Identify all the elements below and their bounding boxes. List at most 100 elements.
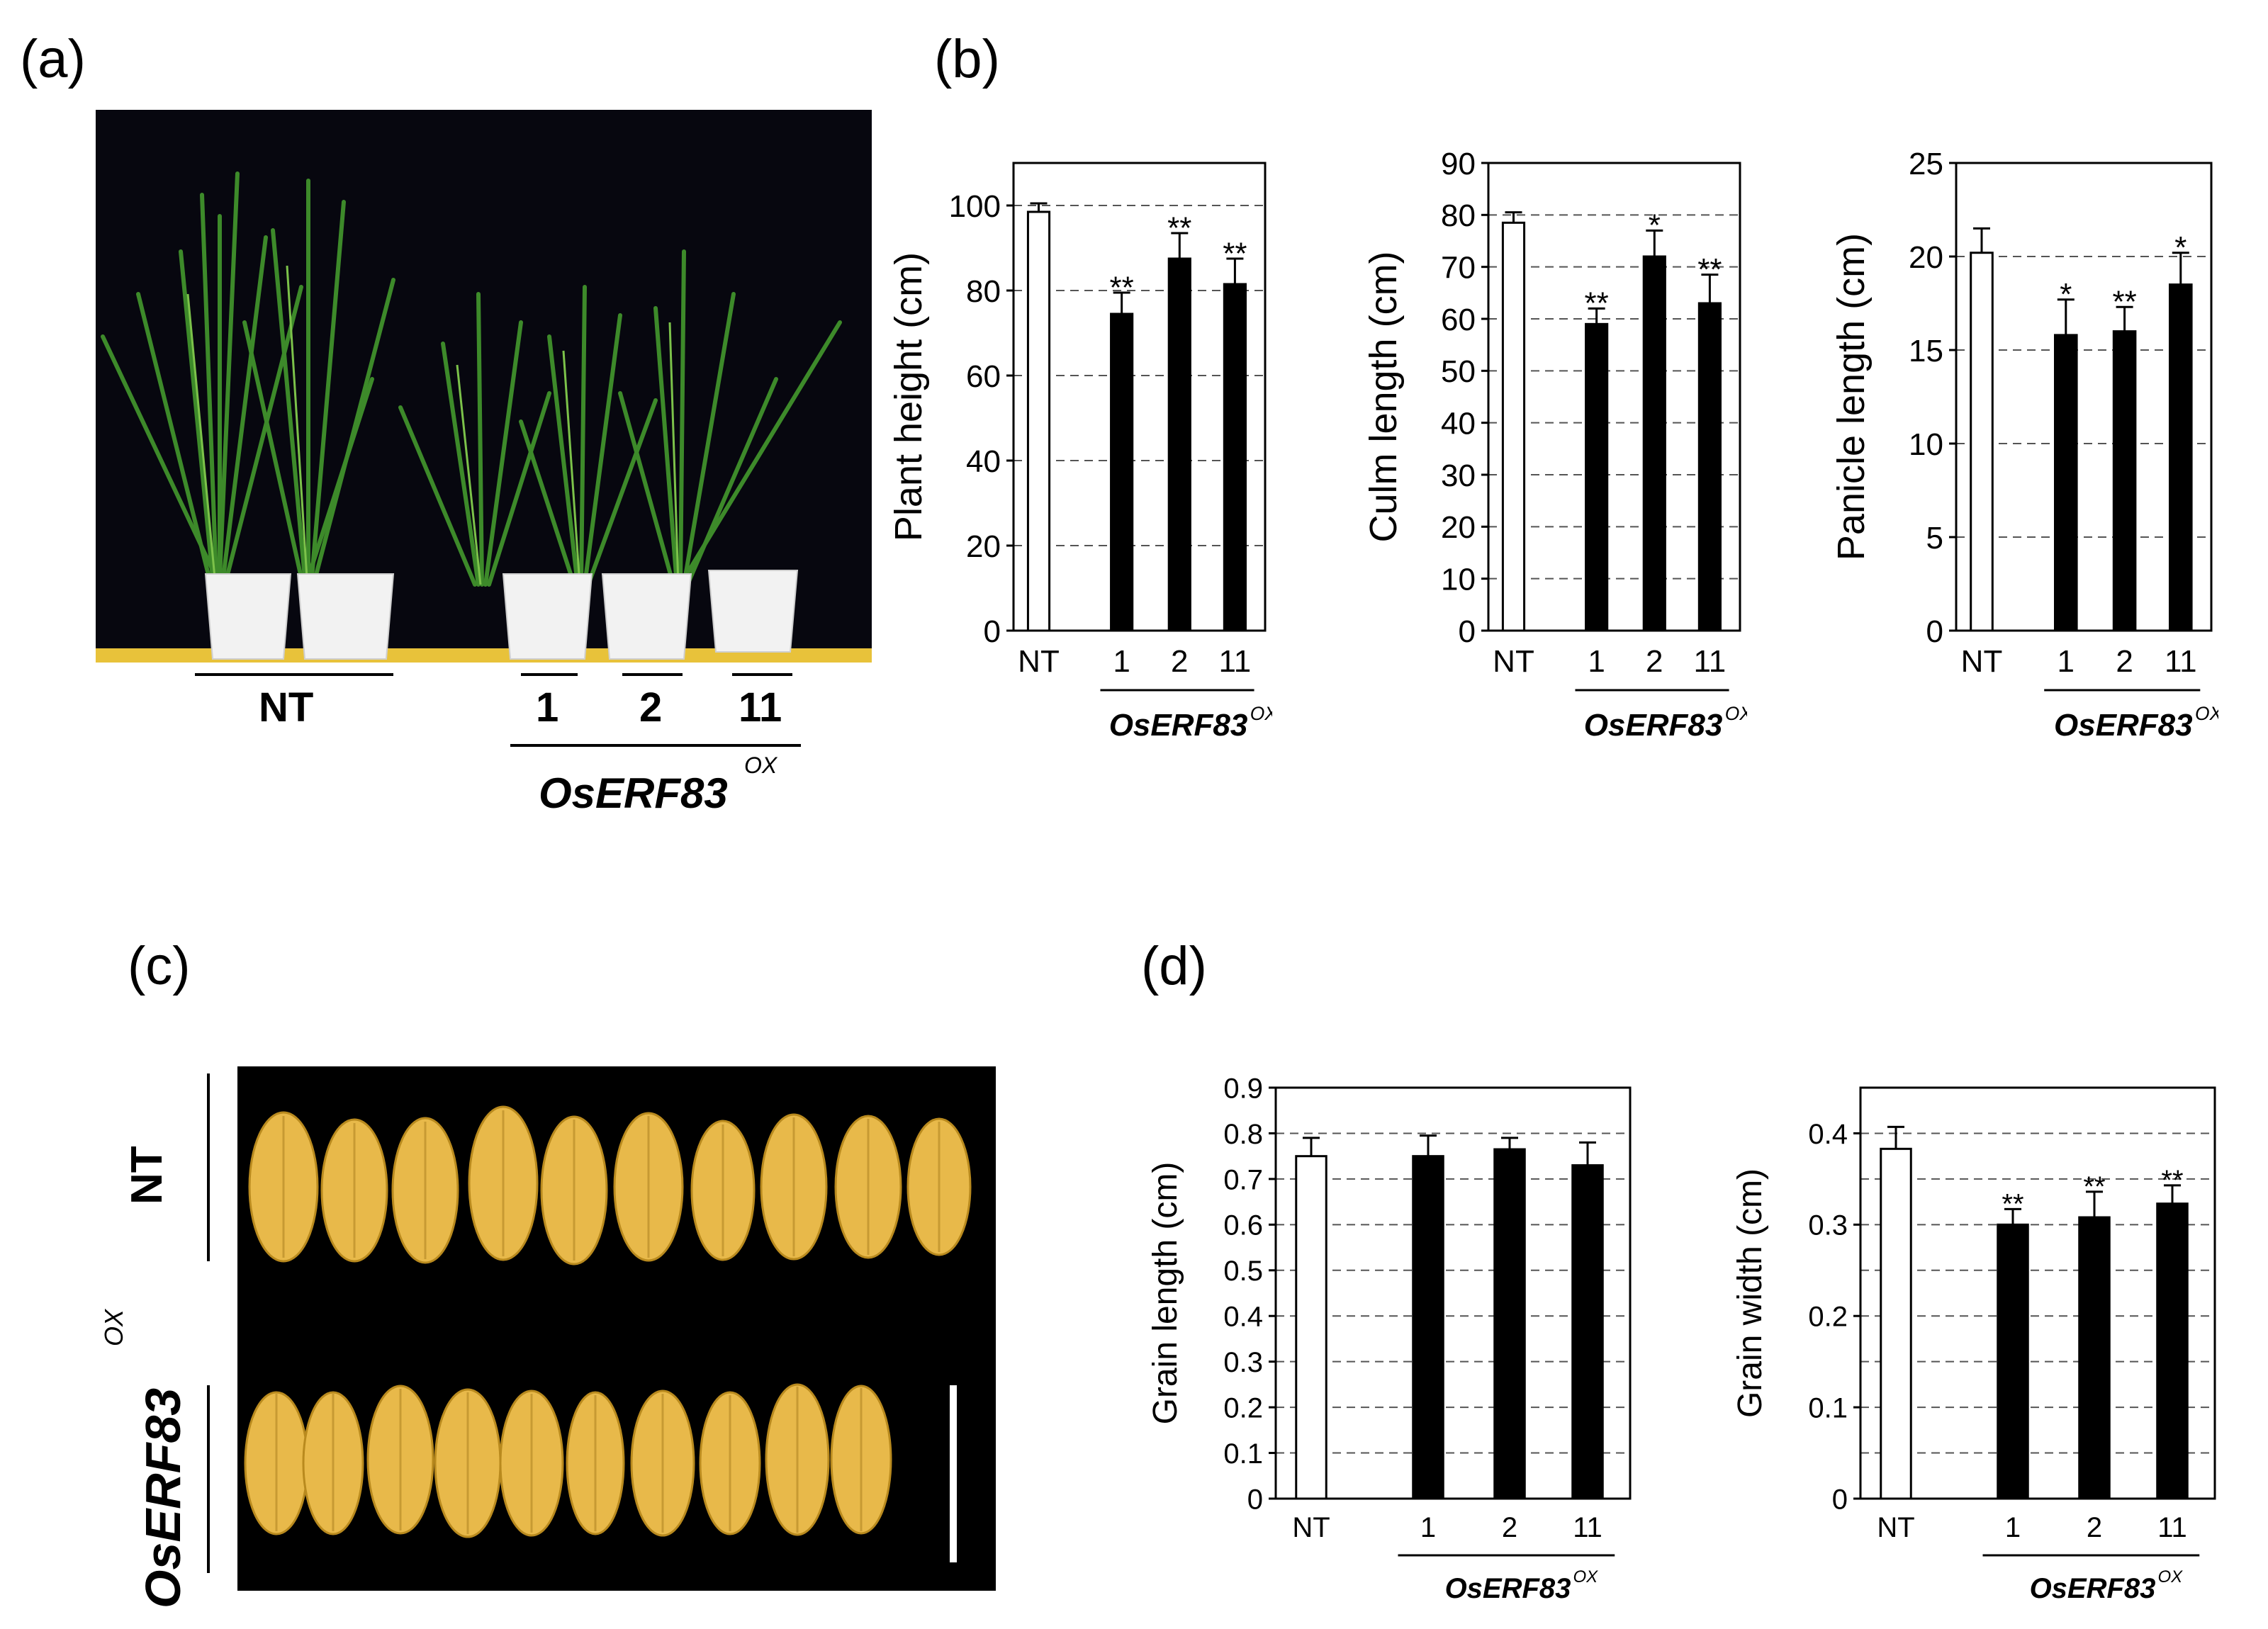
x-tick-label: 2 (1502, 1512, 1517, 1543)
x-tick-label: 1 (2005, 1512, 2021, 1543)
x-tick-label: NT (1292, 1512, 1330, 1543)
chart-culm-length: 0 10 20 30 40 50 60 70 80 90 Culm length (cm) NT ** 1… (1362, 147, 1747, 743)
rice-plants-illustration (96, 110, 872, 663)
y-axis-label: Grain width (cm) (1731, 1168, 1769, 1418)
ox-row-bracket (207, 1385, 210, 1573)
y-tick-label: 10 (1441, 563, 1476, 597)
plot-frame (1487, 162, 1741, 632)
significance-mark: ** (2002, 1188, 2023, 1219)
group-label: OsERF83 (2054, 708, 2193, 743)
y-axis-label: Panicle length (cm) (1830, 233, 1873, 560)
panel-label-b: (b) (934, 29, 1000, 89)
y-tick-label: 0 (984, 614, 1001, 649)
panel-label-d: (d) (1141, 936, 1207, 996)
x-tick-label: 2 (1646, 644, 1663, 679)
significance-mark: ** (2083, 1171, 2105, 1202)
line11-underline (732, 673, 792, 676)
group-label: OsERF83 (1445, 1573, 1571, 1601)
bar-11 (1223, 283, 1247, 632)
bar-NT (1970, 252, 1994, 632)
y-tick-label: 0.1 (1808, 1393, 1848, 1424)
y-tick-label: 80 (966, 274, 1001, 309)
group-superscript: OX (1725, 703, 1747, 724)
x-tick-label: 11 (2165, 644, 2197, 679)
bar-2 (1493, 1148, 1526, 1500)
significance-mark: * (1649, 208, 1661, 243)
group-superscript: OX (1573, 1567, 1599, 1586)
group-label: OsERF83 (2030, 1573, 2156, 1601)
x-tick-label: NT (1877, 1512, 1914, 1543)
x-tick-label: 2 (2116, 644, 2133, 679)
panel-label-c: (c) (128, 936, 191, 996)
y-tick-label: 60 (966, 359, 1001, 394)
grain-row-nt-label: NT (123, 1146, 172, 1205)
chart-plant-height: 0 20 40 60 80 100 Plant height (cm) NT ** 1 ** 2 ** 1… (887, 162, 1272, 743)
nt-row-bracket (207, 1073, 210, 1261)
y-axis-label: Grain length (cm) (1147, 1162, 1184, 1425)
y-tick-label: 50 (1441, 354, 1476, 389)
x-tick-label: 2 (2087, 1512, 2102, 1543)
y-tick-label: 25 (1909, 147, 1943, 181)
y-tick-label: 100 (949, 189, 1001, 224)
significance-mark: ** (2161, 1165, 2183, 1196)
y-tick-label: 0 (1459, 614, 1476, 649)
bar-11 (1571, 1164, 1604, 1500)
plot-frame (1955, 162, 2213, 632)
chart-panicle-length: 0 5 10 15 20 25 Panicle length (cm) NT * 1 ** 2 * 11 O… (1830, 147, 2218, 743)
y-tick-label: 5 (1926, 521, 1943, 556)
x-tick-label: 11 (1694, 644, 1727, 679)
significance-mark: ** (2112, 285, 2136, 320)
y-tick-label: 0.4 (1808, 1119, 1848, 1150)
x-tick-label: 2 (1171, 644, 1188, 679)
y-axis-label: Culm length (cm) (1362, 251, 1405, 542)
y-tick-label: 0.6 (1223, 1210, 1263, 1241)
panel-label-a: (a) (20, 29, 86, 89)
group-label: OsERF83 (1109, 708, 1248, 743)
y-tick-label: 80 (1441, 198, 1476, 233)
oserf83-group-label: OsERF83 (539, 770, 728, 817)
nt-underline (195, 673, 393, 676)
y-tick-label: 0.2 (1223, 1393, 1263, 1424)
plot-frame (1859, 1086, 2216, 1500)
y-tick-label: 70 (1441, 251, 1476, 286)
y-tick-label: 0 (1247, 1484, 1263, 1515)
y-tick-label: 0.3 (1808, 1210, 1848, 1241)
y-tick-label: 60 (1441, 303, 1476, 337)
significance-mark: ** (1223, 236, 1247, 271)
plot-frame (1274, 1086, 1632, 1500)
chart-grain-length: 0 0.1 0.2 0.3 0.4 0.5 0.6 0.7 0.8 0.9 Grain length… (1147, 1073, 1632, 1601)
y-tick-label: 0.9 (1223, 1073, 1263, 1104)
bar-NT (1501, 221, 1526, 632)
y-tick-label: 20 (1441, 510, 1476, 545)
bar-11 (1697, 302, 1722, 632)
significance-mark: * (2060, 277, 2072, 312)
bar-NT (1880, 1147, 1912, 1500)
group-superscript: OX (2158, 1567, 2184, 1586)
bar-1 (1997, 1223, 2029, 1500)
y-tick-label: 10 (1909, 427, 1943, 462)
bar-11 (2156, 1202, 2189, 1500)
plot-frame (1012, 162, 1267, 632)
y-tick-label: 0.4 (1223, 1302, 1263, 1333)
y-tick-label: 40 (1441, 407, 1476, 441)
y-tick-label: 90 (1441, 147, 1476, 181)
x-tick-label: 1 (1588, 644, 1605, 679)
group-label: OsERF83 (1584, 708, 1723, 743)
bar-2 (1167, 257, 1191, 632)
rice-plants-photo (96, 110, 872, 663)
y-tick-label: 0.2 (1808, 1302, 1848, 1333)
significance-mark: ** (1697, 252, 1722, 287)
y-tick-label: 0.5 (1223, 1256, 1263, 1287)
bar-2 (1642, 255, 1666, 632)
oserf83-group-superscript: OX (744, 753, 777, 778)
nt-label: NT (259, 684, 314, 731)
rice-grains-photo (237, 1066, 996, 1591)
bar-NT (1295, 1155, 1327, 1500)
group-superscript: OX (1250, 703, 1272, 724)
y-axis-label: Plant height (cm) (887, 252, 930, 541)
y-tick-label: 0 (1926, 614, 1943, 649)
y-tick-label: 0 (1832, 1484, 1848, 1515)
line2-underline (622, 673, 683, 676)
x-tick-label: 11 (1573, 1512, 1602, 1543)
chart-grain-width: 0 0.1 0.2 0.3 0.4 Grain width (cm) NT ** 1 ** 2 ** 1… (1731, 1086, 2216, 1601)
